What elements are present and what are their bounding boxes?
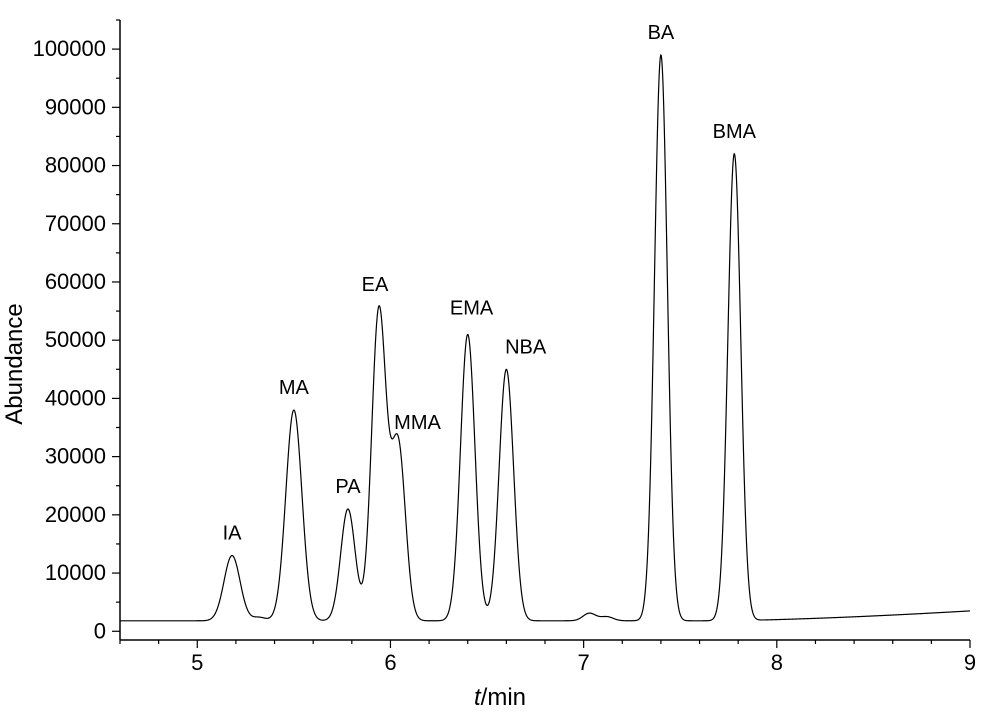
- svg-text:8: 8: [771, 650, 783, 675]
- svg-text:70000: 70000: [45, 211, 106, 236]
- svg-text:EA: EA: [362, 274, 389, 296]
- svg-text:90000: 90000: [45, 94, 106, 119]
- svg-text:BA: BA: [648, 22, 675, 44]
- chromatogram-chart: Abundance t/min 5 6 7 8 9 0 10000 20000 30000 400…: [0, 0, 1000, 727]
- svg-text:100000: 100000: [33, 36, 106, 61]
- svg-text:5: 5: [191, 650, 203, 675]
- svg-text:60000: 60000: [45, 269, 106, 294]
- svg-text:20000: 20000: [45, 502, 106, 527]
- svg-text:40000: 40000: [45, 385, 106, 410]
- plot-svg: 5 6 7 8 9 0 10000 20000 30000 40000 50000 60000 7000…: [0, 0, 1000, 727]
- svg-text:0: 0: [94, 618, 106, 643]
- svg-text:6: 6: [384, 650, 396, 675]
- svg-text:BMA: BMA: [713, 121, 757, 143]
- x-axis-label: t/min: [474, 684, 526, 712]
- svg-text:30000: 30000: [45, 444, 106, 469]
- svg-text:PA: PA: [335, 476, 361, 498]
- svg-text:IA: IA: [223, 523, 243, 545]
- svg-text:MMA: MMA: [394, 412, 441, 434]
- svg-text:50000: 50000: [45, 327, 106, 352]
- svg-text:MA: MA: [279, 377, 310, 399]
- y-axis-label: Abundance: [1, 303, 29, 424]
- svg-text:EMA: EMA: [450, 297, 494, 319]
- svg-text:10000: 10000: [45, 560, 106, 585]
- svg-text:80000: 80000: [45, 153, 106, 178]
- svg-text:7: 7: [578, 650, 590, 675]
- svg-text:9: 9: [964, 650, 976, 675]
- svg-text:NBA: NBA: [505, 336, 547, 358]
